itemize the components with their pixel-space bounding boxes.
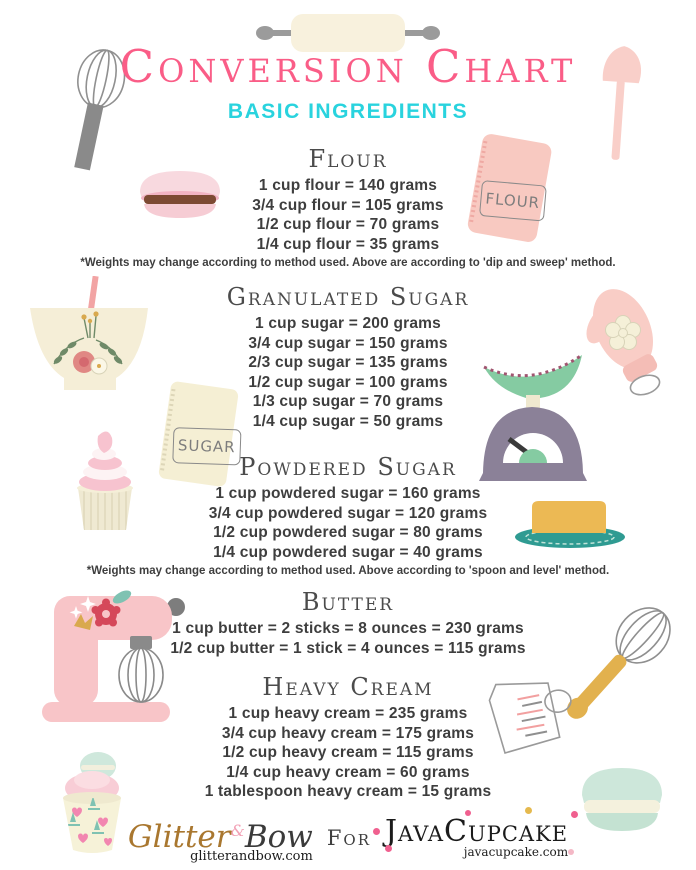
javacupcake-url: javacupcake.com — [463, 845, 569, 859]
conversion-line: 1/2 cup flour = 70 grams — [256, 216, 440, 233]
javacupcake-text: JavaCupcake — [385, 814, 569, 849]
conversion-line: 1 cup sugar = 200 grams — [255, 315, 441, 332]
logo-dot — [571, 811, 579, 818]
rolling-pin-icon — [253, 12, 443, 59]
javacupcake-wordmark: JavaCupcake — [373, 807, 579, 855]
conversion-line: 1/4 cup heavy cream = 60 grams — [226, 763, 470, 781]
footer: Glitter&Bow glitterandbow.com For JavaCu… — [0, 807, 696, 864]
spatula-icon — [586, 42, 655, 173]
for-label: For — [326, 826, 371, 850]
flour-bag-icon: FLOUR — [459, 130, 559, 254]
section-heading-granulated-sugar: Granulated Sugar — [226, 283, 470, 311]
conversion-line: 1/2 cup powdered sugar = 80 grams — [213, 524, 483, 541]
whisk-icon — [43, 40, 145, 186]
section-butter: Butter 1 cup butter = 2 sticks = 8 ounce… — [0, 589, 696, 658]
conversion-line: 1 tablespoon heavy cream = 15 grams — [204, 783, 492, 800]
gold-whisk-icon — [540, 587, 692, 744]
page-title: Conversion Chart — [119, 40, 577, 93]
conversion-line: 1 cup powdered sugar = 160 grams — [215, 485, 481, 502]
conversion-line: 1/4 cup powdered sugar = 40 grams — [213, 543, 483, 561]
conversion-line: 1/2 cup sugar = 100 grams — [248, 373, 448, 391]
section-flour: Flour 1 cup flour = 140 grams 3/4 cup fl… — [0, 146, 696, 270]
glitter-and-bow-wordmark: Glitter&Bow — [128, 814, 313, 854]
conversion-line: 1/3 cup sugar = 70 grams — [252, 393, 444, 410]
section-heading-butter: Butter — [301, 588, 395, 616]
sugar-bag-icon: SUGAR — [151, 378, 245, 497]
pattern-cupcake-icon — [46, 748, 140, 863]
javacupcake-logo: JavaCupcake javacupcake.com — [373, 807, 579, 859]
conversion-line: 3/4 cup flour = 105 grams — [252, 196, 444, 214]
conversion-line: 1 cup butter = 2 sticks = 8 ounces = 230… — [172, 620, 524, 637]
conversion-line: 3/4 cup heavy cream = 175 grams — [221, 724, 475, 742]
logo-dot — [568, 849, 575, 855]
pink-macaron-icon — [134, 166, 226, 226]
mixing-bowl-icon — [26, 275, 152, 423]
logo-dot — [385, 845, 392, 852]
conversion-line: 1/4 cup flour = 35 grams — [256, 235, 440, 253]
logo-dot — [525, 807, 533, 814]
swirl-cupcake-icon — [64, 424, 148, 539]
conversion-line: 3/4 cup powdered sugar = 120 grams — [208, 504, 488, 522]
butter-dish-icon — [512, 496, 628, 555]
section-powdered-sugar: Powdered Sugar 1 cup powdered sugar = 16… — [0, 454, 696, 578]
section-footnote: *Weights may change according to method … — [80, 257, 616, 269]
logo-dot — [373, 828, 380, 835]
page-subtitle: BASIC INGREDIENTS — [227, 100, 469, 123]
mint-macaron-icon — [576, 760, 668, 843]
conversion-line: 2/3 cup sugar = 135 grams — [248, 354, 448, 371]
oven-mitt-icon — [583, 285, 663, 404]
conversion-line: 3/4 cup sugar = 150 grams — [248, 334, 448, 352]
logo-dot — [465, 810, 471, 816]
glitter-text: Glitter — [127, 819, 231, 855]
conversion-line: 1 cup heavy cream = 235 grams — [228, 705, 468, 722]
ampersand: & — [230, 821, 245, 840]
section-heading-heavy-cream: Heavy Cream — [262, 673, 434, 701]
section-heading-flour: Flour — [308, 145, 388, 173]
conversion-line: 1/2 cup heavy cream = 115 grams — [222, 744, 474, 761]
section-granulated-sugar: Granulated Sugar 1 cup sugar = 200 grams… — [0, 284, 696, 431]
bow-text: Bow — [244, 819, 313, 855]
conversion-line: 1/2 cup butter = 1 stick = 4 ounces = 11… — [170, 639, 526, 657]
glitterandbow-url: glitterandbow.com — [190, 849, 313, 864]
conversion-line: 1/4 cup sugar = 50 grams — [252, 412, 444, 430]
kitchen-scale-icon — [476, 345, 590, 486]
stand-mixer-icon — [36, 590, 188, 741]
conversion-line: 1 cup flour = 140 grams — [258, 177, 438, 194]
measuring-cup-icon — [481, 671, 582, 773]
section-footnote: *Weights may change according to method … — [86, 565, 610, 577]
section-heavy-cream: Heavy Cream 1 cup heavy cream = 235 gram… — [0, 674, 696, 802]
section-heading-powdered-sugar: Powdered Sugar — [239, 453, 457, 481]
glitter-and-bow-logo: Glitter&Bow glitterandbow.com — [128, 810, 313, 864]
